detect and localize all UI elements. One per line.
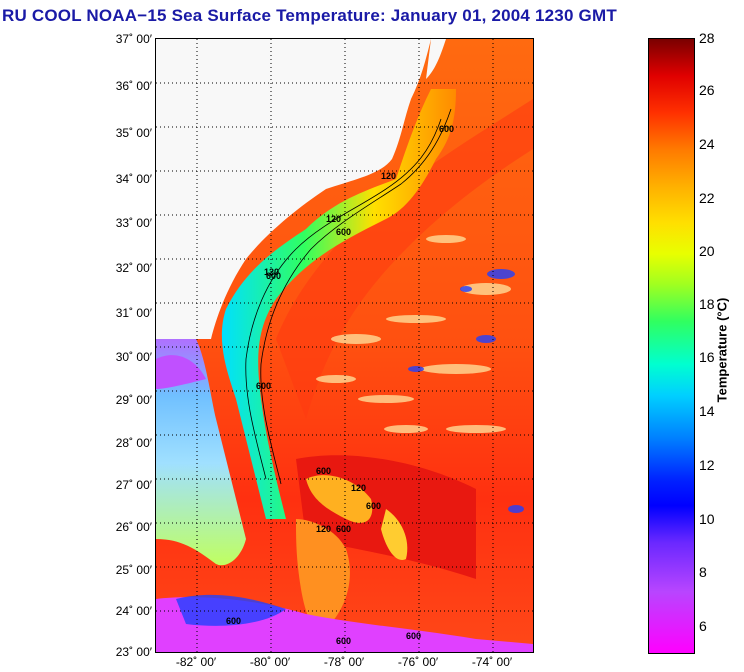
graticule [156, 39, 533, 652]
isobath-label: 600 [266, 271, 281, 281]
lat-label: 36˚ 00′ [115, 79, 152, 93]
lat-label: 35˚ 00′ [115, 126, 152, 140]
andros-bank [296, 519, 350, 632]
lat-label: 25˚ 00′ [115, 563, 152, 577]
isobath-label: 600 [406, 631, 421, 641]
lon-label: -76˚ 00′ [397, 655, 439, 669]
isobath-label: 120 [381, 171, 396, 181]
isobath-label: 120 [351, 483, 366, 493]
isobath-label: 600 [336, 636, 351, 646]
colorbar-tick: 12 [699, 457, 715, 473]
lat-label: 29˚ 00′ [115, 393, 152, 407]
lon-label: -82˚ 00′ [175, 655, 217, 669]
lat-label: 32˚ 00′ [115, 261, 152, 275]
lat-label: 31˚ 00′ [115, 306, 152, 320]
colorbar-tick: 14 [699, 403, 715, 419]
lat-label: 27˚ 00′ [115, 478, 152, 492]
colorbar-tick: 22 [699, 190, 715, 206]
colorbar-tick: 18 [699, 296, 715, 312]
colorbar-label: Temperature (°C) [714, 297, 730, 403]
lat-label: 28˚ 00′ [115, 436, 152, 450]
colorbar-tick: 8 [699, 564, 707, 580]
colorbar-tick: 26 [699, 82, 715, 98]
isobath-label: 120 [326, 214, 341, 224]
isobath-label: 600 [226, 616, 241, 626]
temperature-colorbar [648, 38, 695, 654]
florida-peninsula [156, 339, 246, 566]
bahamas-bank [306, 475, 373, 523]
colorbar-tick: 10 [699, 511, 715, 527]
isobath-label: 600 [439, 124, 454, 134]
lat-label: 23˚ 00′ [115, 645, 152, 659]
colorbar-tick: 20 [699, 243, 715, 259]
colorbar-tick: 24 [699, 136, 715, 152]
lat-label: 30˚ 00′ [115, 350, 152, 364]
isobath-label: 600 [256, 381, 271, 391]
lon-label: -78˚ 00′ [323, 655, 365, 669]
colorbar-tick: 28 [699, 30, 715, 46]
exuma-bank [381, 509, 408, 560]
sst-map: 600 120 600 120 600 120 600 600 120 600 … [155, 38, 534, 653]
isobath-label: 600 [316, 466, 331, 476]
lat-label: 37˚ 00′ [115, 32, 152, 46]
isobath-labels: 600 120 600 120 600 120 600 600 120 600 … [226, 124, 454, 646]
isobath-label: 120 [264, 267, 279, 277]
cloud-streaks [316, 235, 511, 433]
lat-label: 33˚ 00′ [115, 216, 152, 230]
lat-label: 26˚ 00′ [115, 520, 152, 534]
continental-shelf [221, 89, 456, 519]
lon-label: -74˚ 00′ [471, 655, 513, 669]
isobath-label: 600 [366, 501, 381, 511]
page-title: RU COOL NOAA−15 Sea Surface Temperature:… [2, 6, 617, 25]
gulf-stream [276, 99, 533, 419]
cold-patches [408, 269, 524, 513]
isobath-label: 120 [316, 524, 331, 534]
isobath-label: 600 [336, 227, 351, 237]
isobaths [245, 108, 452, 485]
isobath-label: 600 [336, 524, 351, 534]
lon-label: -80˚ 00′ [249, 655, 291, 669]
sst-map-canvas: 600 120 600 120 600 120 600 600 120 600 … [156, 39, 533, 652]
lat-label: 34˚ 00′ [115, 172, 152, 186]
colorbar-tick: 6 [699, 618, 707, 634]
florida-purple [156, 355, 206, 389]
lat-label: 24˚ 00′ [115, 604, 152, 618]
colorbar-tick: 16 [699, 349, 715, 365]
land-carolinas [156, 39, 431, 339]
